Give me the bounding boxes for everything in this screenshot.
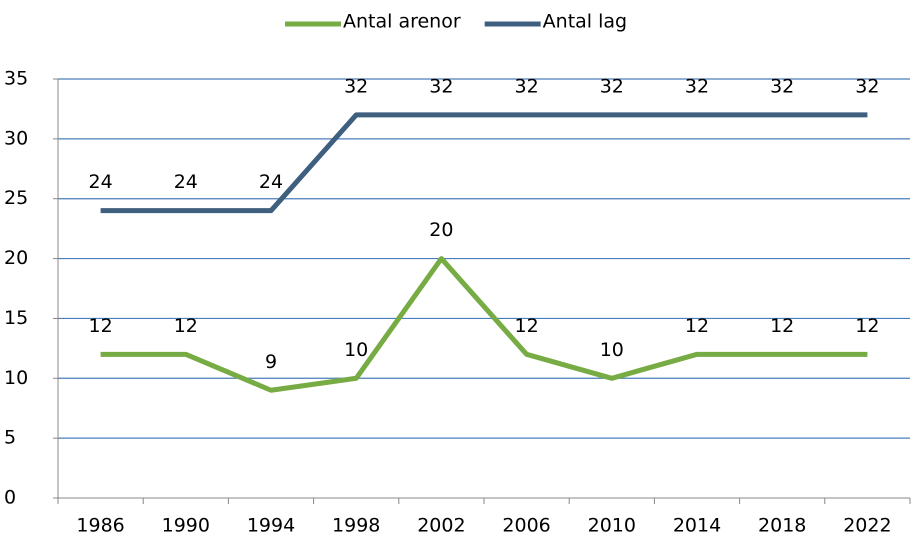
- legend-label: Antal lag: [543, 11, 627, 33]
- y-tick-label: 35: [4, 68, 28, 90]
- data-label: 12: [174, 315, 198, 337]
- data-label: 32: [515, 75, 539, 97]
- data-label: 32: [600, 75, 624, 97]
- x-tick-label: 2006: [502, 515, 550, 537]
- data-label: 12: [515, 315, 539, 337]
- x-tick-label: 1998: [332, 515, 380, 537]
- x-tick-label: 2002: [417, 515, 465, 537]
- data-label: 32: [429, 75, 453, 97]
- data-label: 12: [685, 315, 709, 337]
- x-tick-label: 2018: [758, 515, 806, 537]
- y-tick-label: 0: [4, 487, 16, 509]
- data-label: 24: [259, 171, 283, 193]
- data-label: 12: [89, 315, 113, 337]
- data-label: 24: [174, 171, 198, 193]
- y-tick-label: 10: [4, 367, 28, 389]
- data-label: 12: [855, 315, 879, 337]
- x-tick-label: 1986: [76, 515, 124, 537]
- y-tick-label: 5: [4, 427, 16, 449]
- legend-label: Antal arenor: [343, 11, 461, 33]
- data-label: 20: [429, 219, 453, 241]
- series-line: [100, 256, 868, 393]
- x-tick-label: 1990: [162, 515, 210, 537]
- y-tick-label: 30: [4, 127, 28, 149]
- y-tick-label: 25: [4, 187, 28, 209]
- data-label: 9: [265, 351, 277, 373]
- x-tick-label: 2022: [843, 515, 891, 537]
- data-label: 32: [770, 75, 794, 97]
- x-tick-label: 2014: [673, 515, 721, 537]
- data-label: 10: [344, 339, 368, 361]
- data-label: 32: [344, 75, 368, 97]
- y-tick-label: 20: [4, 247, 28, 269]
- series-line: [100, 112, 868, 214]
- data-label: 24: [89, 171, 113, 193]
- data-label: 32: [855, 75, 879, 97]
- data-label: 12: [770, 315, 794, 337]
- data-label: 32: [685, 75, 709, 97]
- x-tick-label: 1994: [247, 515, 295, 537]
- data-label: 10: [600, 339, 624, 361]
- y-tick-label: 15: [4, 307, 28, 329]
- x-tick-label: 2010: [588, 515, 636, 537]
